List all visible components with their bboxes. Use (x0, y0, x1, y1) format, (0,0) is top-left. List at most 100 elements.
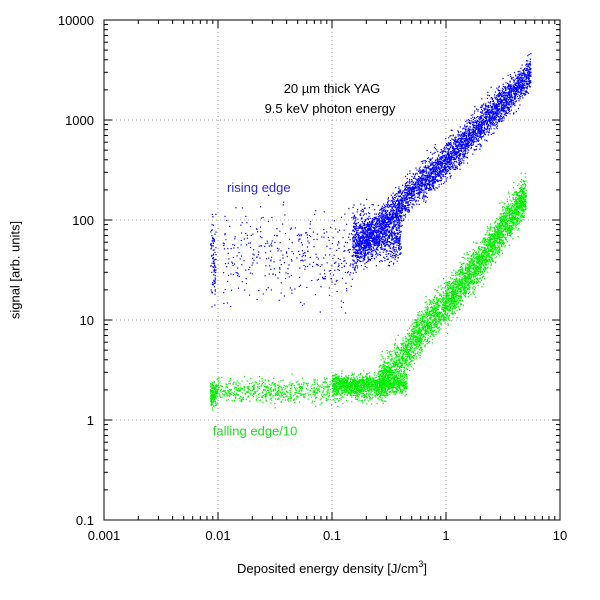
scatter-point (511, 87, 513, 89)
scatter-point (423, 194, 425, 196)
scatter-point (520, 67, 522, 69)
scatter-point (360, 253, 362, 255)
scatter-point (387, 210, 389, 212)
scatter-point (499, 103, 501, 105)
scatter-point (476, 139, 478, 141)
scatter-point (359, 251, 361, 253)
scatter-point (214, 270, 216, 272)
scatter-point (427, 171, 429, 173)
scatter-point (378, 215, 381, 217)
scatter-point (360, 210, 362, 212)
scatter-point (366, 253, 368, 255)
scatter-point (393, 237, 395, 240)
scatter-point (376, 243, 378, 245)
scatter-point (366, 223, 368, 225)
scatter-point (458, 162, 460, 164)
scatter-point (467, 147, 469, 149)
scatter-point (475, 137, 478, 139)
scatter-point (422, 171, 424, 173)
scatter-point (505, 97, 507, 100)
scatter-point (396, 199, 399, 201)
scatter-point (396, 203, 398, 205)
scatter-point (447, 148, 449, 150)
scatter-point (377, 229, 379, 231)
scatter-point (472, 126, 474, 128)
scatter-point (422, 174, 424, 176)
scatter-point (356, 245, 358, 247)
scatter-point (341, 262, 343, 265)
scatter-point (463, 136, 465, 138)
scatter-point (385, 210, 387, 212)
scatter-point (343, 257, 345, 259)
scatter-point (459, 158, 462, 160)
scatter-point (394, 224, 396, 226)
scatter-point (252, 262, 254, 264)
scatter-point (355, 256, 357, 258)
scatter-point (378, 230, 380, 232)
scatter-point (400, 208, 402, 210)
scatter-point (224, 215, 226, 217)
scatter-point (450, 161, 452, 163)
scatter-point (487, 113, 489, 115)
scatter-point (421, 184, 423, 186)
scatter-point (506, 96, 508, 98)
scatter-point (416, 178, 418, 180)
scatter-point (432, 180, 434, 182)
scatter-point (432, 177, 434, 179)
scatter-point (265, 289, 268, 291)
scatter-point (447, 166, 449, 168)
scatter-point (373, 243, 375, 245)
scatter-point (359, 245, 361, 247)
scatter-point (213, 270, 215, 272)
scatter-point (403, 188, 406, 190)
scatter-point (408, 184, 410, 186)
scatter-point (483, 107, 485, 109)
scatter-point (419, 191, 421, 193)
scatter-point (477, 124, 479, 126)
scatter-point (411, 176, 413, 178)
scatter-point (371, 218, 374, 220)
scatter-point (441, 170, 443, 172)
scatter-point (452, 146, 454, 148)
scatter-point (419, 189, 421, 191)
scatter-point (528, 70, 530, 72)
scatter-point (215, 213, 217, 215)
scatter-point (398, 213, 400, 215)
scatter-point (380, 214, 382, 216)
scatter-point (527, 70, 529, 72)
scatter-point (462, 133, 464, 135)
scatter-point (440, 161, 442, 163)
scatter-point (369, 232, 371, 234)
scatter-point (437, 164, 439, 166)
scatter-point (376, 240, 378, 242)
scatter-point (212, 239, 214, 241)
scatter-point (392, 233, 394, 235)
scatter-point (425, 191, 427, 193)
scatter-point (408, 187, 410, 189)
scatter-point (429, 169, 431, 171)
scatter-point (476, 108, 478, 110)
scatter-point (442, 175, 444, 177)
scatter-point (294, 227, 296, 229)
scatter-point (396, 221, 398, 223)
scatter-point (401, 204, 403, 206)
scatter-point (385, 226, 387, 228)
scatter-point (484, 104, 486, 106)
scatter-point (395, 253, 397, 255)
scatter-point (376, 241, 378, 243)
scatter-point (381, 224, 383, 226)
scatter-point (365, 229, 367, 231)
scatter-point (303, 303, 305, 305)
scatter-point (437, 150, 439, 153)
scatter-point (385, 238, 387, 240)
scatter-point (371, 239, 374, 241)
scatter-point (418, 175, 420, 178)
scatter-point (495, 126, 498, 128)
scatter-point (505, 99, 507, 101)
scatter-point (401, 203, 403, 205)
scatter-point (368, 244, 370, 246)
scatter-point (340, 216, 343, 218)
scatter-point (432, 157, 434, 159)
scatter-point (457, 163, 460, 165)
scatter-point (486, 140, 488, 142)
